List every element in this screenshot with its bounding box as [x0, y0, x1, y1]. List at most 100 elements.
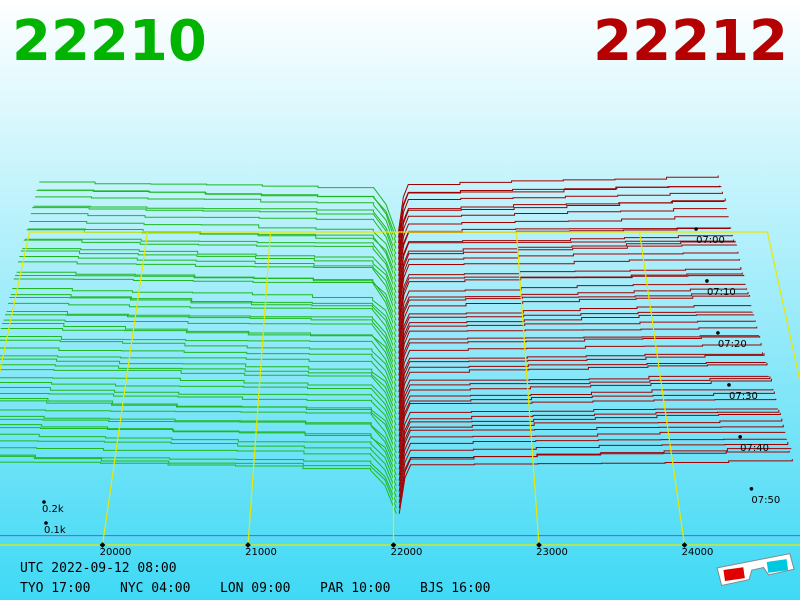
bid-depth-line: [7, 302, 397, 354]
bid-depth-line: [19, 255, 397, 310]
depth-surface: [0, 175, 800, 537]
price-tick-label: 24000: [682, 547, 714, 558]
ask-depth-line: [398, 240, 736, 299]
bid-depth-line: [27, 228, 397, 277]
bid-depth-line: [0, 327, 397, 382]
price-tick-label: 21000: [245, 547, 277, 558]
ask-depth-line: [398, 409, 780, 465]
ask-depth-line: [398, 267, 742, 321]
bid-depth-line: [10, 294, 397, 343]
time-tick: [749, 486, 754, 491]
ask-depth-line: [398, 274, 745, 332]
bid-depth-line: [25, 238, 397, 288]
floor-frame: [0, 231, 800, 546]
ask-depth-line: [397, 200, 725, 255]
depth-tick-label: 0.2k: [42, 504, 64, 515]
price-tick-label: 23000: [536, 547, 568, 558]
bid-depth-line: [0, 409, 397, 459]
price-tick: [99, 542, 106, 548]
ask-depth-line: [398, 283, 746, 338]
utc-time: UTC 2022-09-12 08:00: [20, 561, 177, 576]
depth-tick-label: 0.1k: [44, 525, 66, 536]
time-tick: [716, 331, 720, 335]
ask-depth-line: [398, 335, 759, 387]
bid-depth-line: [0, 355, 397, 404]
ask-depth-line: [398, 418, 783, 476]
bid-depth-line: [13, 278, 397, 332]
ask-depth-line: [398, 438, 787, 492]
bid-depth-line: [5, 314, 397, 365]
time-tick: [694, 227, 698, 231]
ask-depth-line: [398, 391, 775, 448]
bid-depth-line: [0, 418, 397, 470]
3d-glasses-icon: [716, 553, 795, 587]
ask-depth-line: [397, 185, 721, 238]
bid-depth-line: [0, 440, 397, 492]
bid-depth-line: [29, 221, 397, 271]
bid-depth-line: [9, 296, 397, 349]
bid-depth-line: [0, 447, 397, 498]
depth-tick: [44, 521, 48, 525]
time-tick: [705, 279, 709, 283]
ask-depth-line: [398, 442, 789, 498]
price-tick: [390, 542, 397, 548]
price-tick: [536, 542, 542, 548]
ask-depth-line: [398, 311, 753, 365]
ask-depth-line: [398, 198, 726, 260]
bid-depth-line: [33, 205, 397, 255]
time-tick: [727, 383, 731, 387]
price-grid-line: [101, 231, 149, 546]
bid-depth-line: [22, 248, 397, 299]
bid-depth-line: [15, 274, 397, 327]
bid-depth-line: [3, 319, 397, 371]
bid-depth-line: [6, 311, 397, 360]
bid-depth-line: [0, 364, 397, 415]
time-tick-label: 07:40: [740, 443, 769, 454]
depth-tick: [42, 500, 46, 504]
city-time: LON 09:00: [220, 581, 290, 596]
bid-depth-line: [0, 347, 397, 398]
price-tick: [681, 542, 688, 548]
city-times: TYO 17:00 NYC 04:00 LON 09:00 PAR 10:00 BJS …: [20, 581, 490, 596]
price-tick-label: 22000: [391, 547, 423, 558]
price-tick: [245, 542, 251, 548]
axes: 20000 21000 22000 23000 24000 07:00 07:10 07:20…: [0, 227, 800, 558]
time-tick-label: 07:00: [696, 235, 725, 246]
ask-depth-line: [398, 244, 738, 304]
time-tick-label: 07:10: [707, 287, 736, 298]
ask-depth-line: [398, 234, 733, 288]
bid-depth-line: [0, 433, 397, 487]
bid-depth-line: [0, 461, 397, 514]
ask-depth-line: [398, 450, 790, 503]
ask-depth-line: [398, 424, 784, 481]
bid-depth-line: [0, 454, 397, 503]
bid-depth-line: [0, 455, 397, 509]
bid-depth-line: [0, 335, 397, 387]
ask-depth-line: [398, 227, 730, 277]
ask-depth-line: [398, 408, 778, 459]
time-tick: [738, 435, 742, 439]
bid-depth-line: [0, 427, 397, 481]
ask-depth-line: [398, 362, 766, 415]
ask-depth-line: [398, 314, 755, 371]
ask-price: 22212: [593, 9, 788, 74]
price-grid-line: [638, 231, 686, 546]
bid-depth-line: [32, 207, 397, 260]
ask-depth-line: [398, 320, 756, 376]
ask-depth-line: [397, 191, 723, 249]
ask-depth-line: [398, 335, 761, 393]
city-time: TYO 17:00: [20, 581, 90, 596]
ask-depth-line: [398, 258, 740, 315]
ask-depth-line: [398, 352, 764, 404]
ask-depth-line: [398, 239, 735, 293]
ask-depth-line: [398, 326, 758, 382]
bid-depth-line: [30, 213, 397, 266]
ask-depth-line: [398, 208, 728, 266]
bid-depth-line: [36, 189, 397, 244]
ask-depth-line: [398, 378, 772, 437]
ask-depth-line: [398, 412, 781, 470]
ask-depth-line: [398, 216, 729, 271]
time-tick-label: 07:20: [718, 339, 747, 350]
ask-depth-line: [398, 288, 748, 343]
